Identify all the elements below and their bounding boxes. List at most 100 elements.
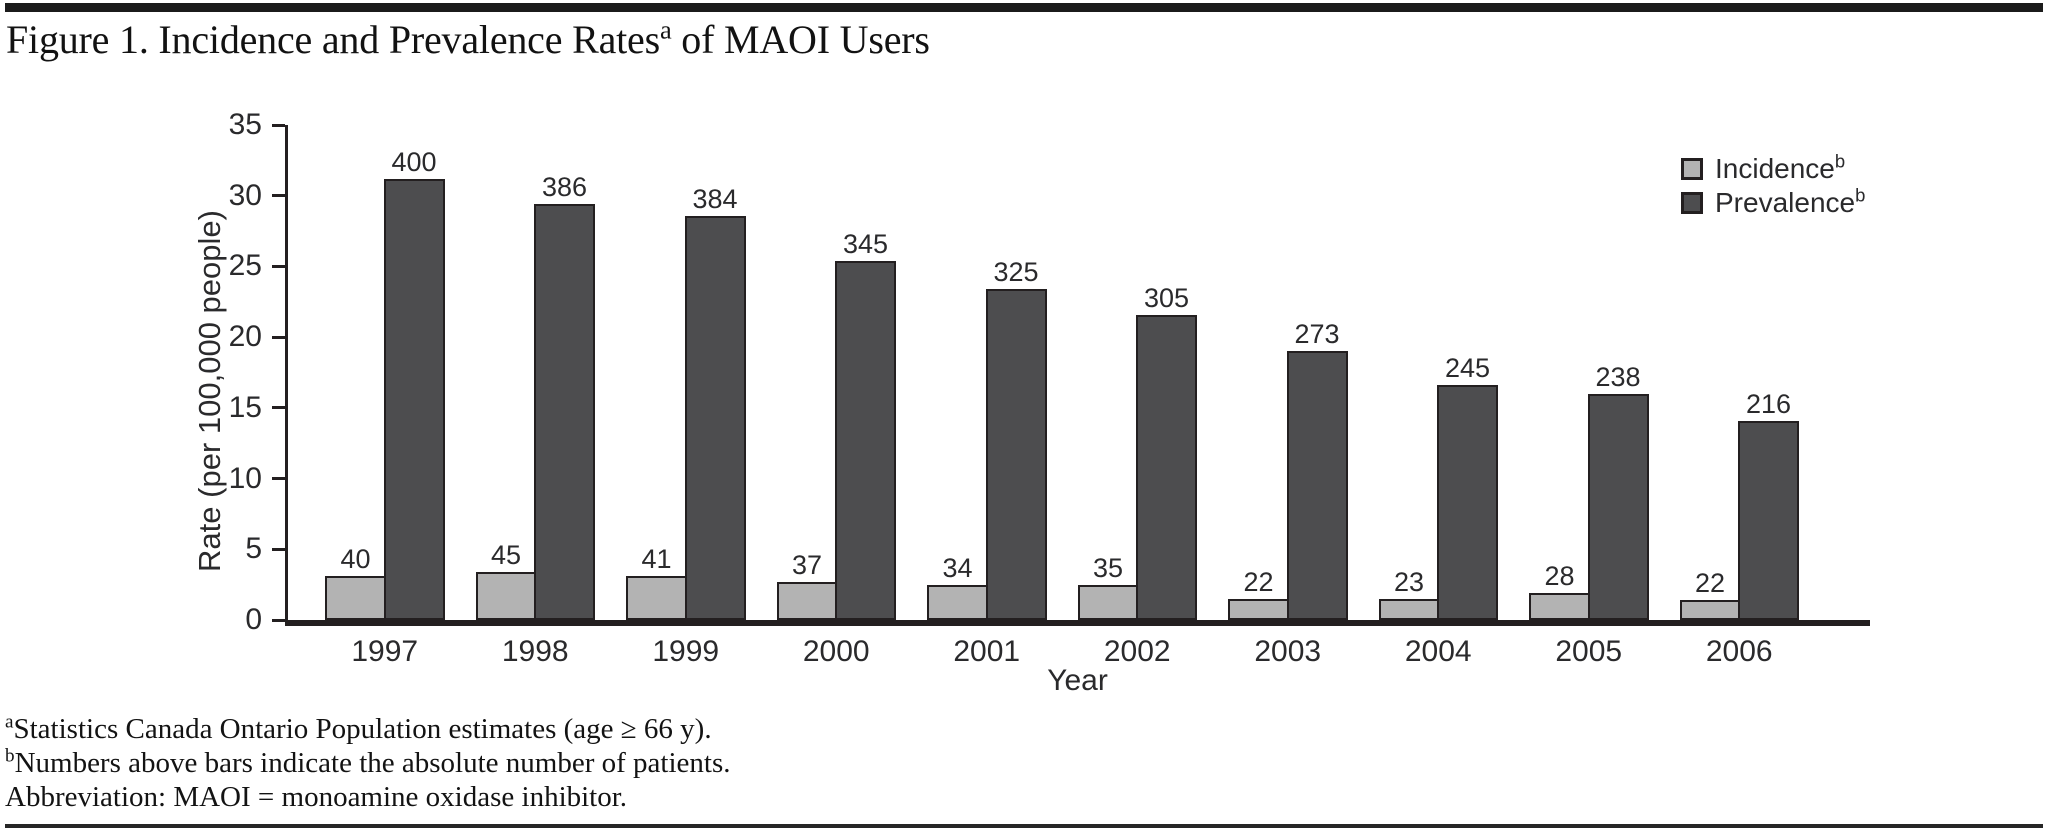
incidence-bar [1378,598,1440,620]
x-tick-label: 1997 [351,635,419,668]
bar-value-label: 216 [1745,388,1792,419]
prevalence-bar-wrap: 325 [985,257,1047,620]
plot-area: 0 5 10 15 20 25 30 35 40 400 1997 45 386 1998 41 384 19… [229,109,1870,668]
bar-value-label: 28 [1544,561,1575,592]
prevalence-bar-wrap: 216 [1738,388,1799,620]
incidence-bar [325,576,386,620]
y-tick [272,194,285,198]
prevalence-bar [534,204,595,620]
y-tick-label: 25 [228,249,262,283]
incidence-bar-wrap: 40 [325,546,386,620]
prevalence-bar [1738,420,1799,620]
prevalence-bar [835,260,896,620]
bar-value-label: 41 [641,544,672,575]
incidence-bar-wrap: 23 [1378,566,1440,620]
prevalence-bar [1286,351,1348,620]
bar-value-label: 325 [993,257,1039,288]
incidence-bar-wrap: 37 [776,549,838,620]
y-tick-label: 35 [228,108,262,141]
x-tick-label: 1998 [501,635,569,668]
bar-value-label: 345 [842,228,889,259]
prevalence-bar-wrap: 245 [1437,355,1498,620]
figure-title-suffix: of MAOI Users [671,17,930,62]
year-group: 35 305 2002 [1077,125,1197,668]
incidence-bar [1679,600,1741,620]
incidence-bar-wrap: 34 [927,552,988,620]
y-tick-label: 10 [228,461,262,495]
year-group: 40 400 1997 [325,125,445,668]
legend-label: Prevalenceb [1715,184,1866,218]
legend-item-incidence: Incidenceb [1681,152,1865,186]
y-tick [272,547,285,551]
prevalence-bar [985,289,1047,620]
y-tick [272,618,285,622]
y-tick-label: 0 [245,603,262,636]
year-group: 45 386 1998 [475,125,595,668]
y-tick [272,477,285,481]
prevalence-bar [684,215,746,620]
y-tick-label: 30 [228,178,262,212]
bar-value-label: 45 [490,539,522,570]
y-tick [272,335,285,339]
incidence-bar [927,584,988,620]
x-tick-label: 2006 [1705,635,1773,668]
incidence-bar [626,576,687,620]
figure-title-superscript: a [659,14,672,45]
bar-value-label: 384 [692,183,738,214]
x-tick-label: 1999 [652,635,720,668]
prevalence-bar [1587,393,1649,620]
y-tick-label: 20 [228,320,262,354]
y-tick [272,123,285,127]
incidence-swatch-icon [1681,158,1703,180]
x-tick-label: 2002 [1103,635,1171,668]
prevalence-bar-wrap: 400 [383,146,445,620]
incidence-bar-wrap: 22 [1679,568,1741,620]
bar-groups: 40 400 1997 45 386 1998 41 384 1999 37 345 2000 34 32… [285,125,1870,668]
figure-title: Figure 1. Incidence and Prevalence Rates… [6,16,930,63]
legend-label: Incidenceb [1715,150,1846,184]
bar-value-label: 37 [791,549,823,580]
y-tick [272,264,285,268]
x-axis-line [285,620,1870,626]
year-group: 23 245 2004 [1378,125,1498,668]
bar-value-label: 40 [340,544,371,575]
bar-value-label: 238 [1595,361,1641,392]
footnote-abbreviation: Abbreviation: MAOI = monoamine oxidase i… [5,781,628,813]
legend-item-prevalence: Prevalenceb [1681,186,1865,220]
bar-value-label: 22 [1694,568,1726,599]
year-group: 41 384 1999 [626,125,746,668]
figure-title-text: Figure 1. Incidence and Prevalence Rates [6,17,660,62]
legend: Incidenceb Prevalenceb [1681,152,1865,220]
incidence-bar [475,571,537,620]
prevalence-bar-wrap: 386 [534,174,595,620]
bar-value-label: 23 [1393,566,1425,597]
bar-value-label: 34 [942,552,973,583]
bar-value-label: 305 [1143,282,1190,313]
prevalence-swatch-icon [1681,192,1703,214]
prevalence-bar-wrap: 345 [835,228,896,620]
incidence-bar-wrap: 28 [1529,563,1590,620]
prevalence-bar-wrap: 273 [1286,321,1348,620]
year-group: 37 345 2000 [776,125,896,668]
prevalence-bar [1437,385,1498,620]
year-group: 22 273 2003 [1228,125,1348,668]
incidence-bar [1228,598,1289,620]
incidence-bar [776,581,838,620]
y-tick [272,406,285,410]
y-tick-label: 5 [245,532,262,566]
year-group: 34 325 2001 [927,125,1047,668]
year-group: 28 238 2005 [1529,125,1649,668]
y-tick-label: 15 [228,390,262,424]
incidence-bar-wrap: 35 [1077,555,1139,620]
prevalence-bar [1136,314,1197,620]
incidence-bar [1529,593,1590,620]
prevalence-bar-wrap: 238 [1587,361,1649,620]
incidence-bar-wrap: 22 [1228,568,1289,620]
bar-value-label: 245 [1444,353,1491,384]
prevalence-bar-wrap: 305 [1136,282,1197,620]
prevalence-bar [383,178,445,620]
year-group: 22 216 2006 [1679,125,1799,668]
bar-value-label: 400 [391,146,437,177]
footnote-a: aStatistics Canada Ontario Population es… [5,711,712,745]
